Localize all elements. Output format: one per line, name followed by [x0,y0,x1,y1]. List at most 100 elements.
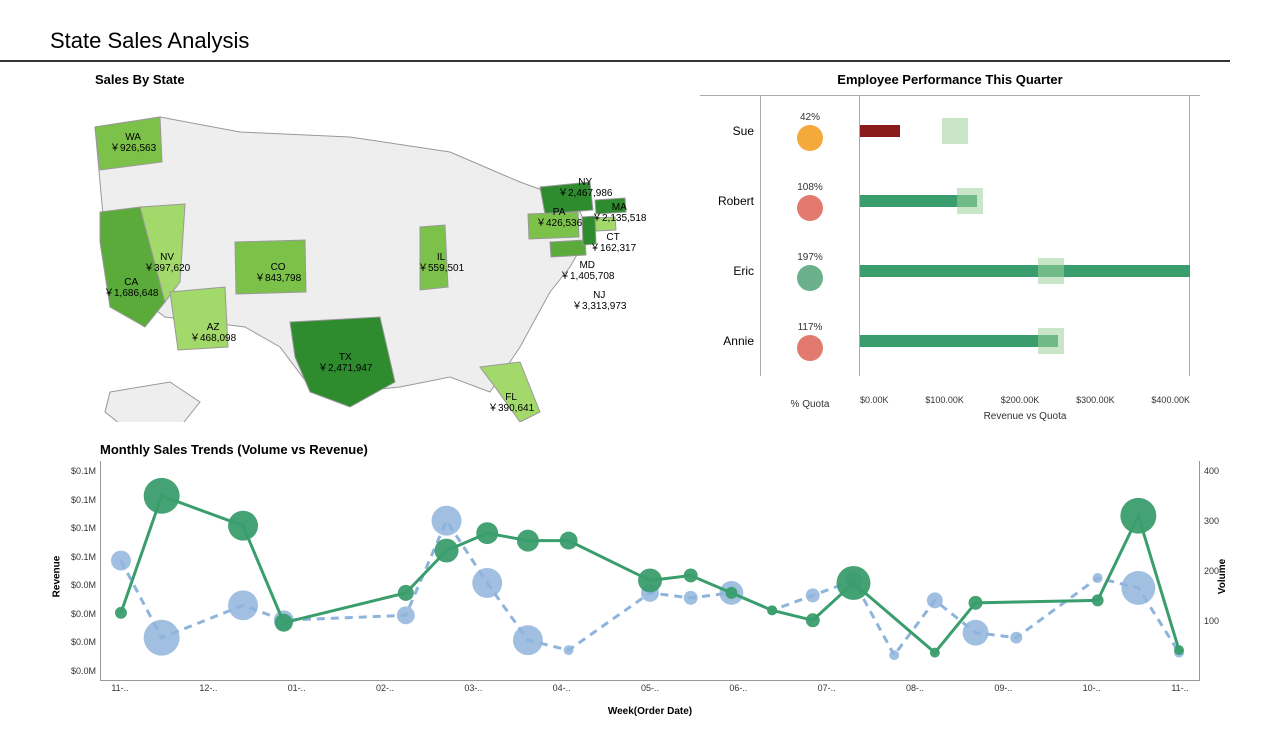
axis-tick: 03-.. [464,683,482,693]
revenue-bar-cell [860,166,1190,236]
quota-indicator-icon [797,125,823,151]
employee-row[interactable]: Sue42% [700,96,1200,166]
employee-row[interactable]: Robert108% [700,166,1200,236]
volume-point[interactable] [927,592,943,608]
volume-point[interactable] [1093,573,1103,583]
volume-point[interactable] [963,620,989,646]
axis-tick: 400 [1204,466,1219,476]
axis-tick: $0.0M [71,580,96,590]
revenue-point[interactable] [435,539,459,563]
revenue-bar [860,125,900,137]
revenue-point[interactable] [1174,645,1184,655]
state-label-NV: NV￥397,620 [144,252,190,274]
revenue-point[interactable] [228,511,258,541]
revenue-point[interactable] [144,478,180,514]
state-label-NJ: NJ￥3,313,973 [572,290,627,312]
map-base [105,382,200,422]
volume-point[interactable] [806,588,820,602]
quota-pct: 42% [800,112,820,123]
quota-cell: 117% [760,306,860,376]
state-label-PA: PA￥426,536 [536,207,582,229]
volume-y-label: Volume [1217,559,1228,594]
state-label-FL: FL￥390,641 [488,392,534,414]
axis-tick: $300.00K [1076,395,1115,405]
revenue-point[interactable] [115,607,127,619]
axis-tick: 100 [1204,616,1219,626]
trends-x-label: Week(Order Date) [608,706,692,717]
axis-tick: 02-.. [376,683,394,693]
axis-tick: 06-.. [729,683,747,693]
axis-tick: 07-.. [818,683,836,693]
state-label-MA: MA￥2,135,518 [592,202,647,224]
axis-tick: $100.00K [925,395,964,405]
quota-marker [957,188,983,214]
volume-point[interactable] [684,591,698,605]
volume-point[interactable] [432,506,462,536]
state-label-NY: NY￥2,467,986 [558,177,613,199]
state-label-WA: WA￥926,563 [110,132,156,154]
revenue-point[interactable] [275,614,293,632]
volume-point[interactable] [397,606,415,624]
volume-point[interactable] [228,590,258,620]
revenue-point[interactable] [560,532,578,550]
trends-x-axis: Week(Order Date) 11-..12-..01-..02-..03-… [100,681,1200,701]
revenue-point[interactable] [969,596,983,610]
state-label-TX: TX￥2,471,947 [318,352,373,374]
volume-point[interactable] [472,568,502,598]
revenue-point[interactable] [1092,594,1104,606]
state-label-CT: CT￥162,317 [590,232,636,254]
axis-tick: 04-.. [553,683,571,693]
employee-title: Employee Performance This Quarter [700,72,1200,87]
state-label-MD: MD￥1,405,708 [560,260,615,282]
axis-tick: $0.0M [71,666,96,676]
revenue-point[interactable] [638,569,662,593]
quota-pct: 117% [798,322,823,333]
revenue-bar-cell [860,96,1190,166]
quota-marker [1038,328,1064,354]
volume-point[interactable] [564,645,574,655]
volume-point[interactable] [513,625,543,655]
axis-tick: $200.00K [1001,395,1040,405]
quota-cell: 197% [760,236,860,306]
quota-cell: 108% [760,166,860,236]
employee-row[interactable]: Eric197% [700,236,1200,306]
volume-point[interactable] [1010,632,1022,644]
revenue-point[interactable] [476,522,498,544]
trends-title: Monthly Sales Trends (Volume vs Revenue) [100,442,1230,457]
trends-chart[interactable] [100,461,1200,681]
axis-tick: $0.0M [71,609,96,619]
revenue-point[interactable] [398,585,414,601]
dashboard: Sales By State WA￥926,563CA￥1,686,648NV￥… [0,62,1280,732]
employee-table: Sue42%Robert108%Eric197%Annie117% [700,95,1200,395]
volume-point[interactable] [889,650,899,660]
axis-tick: 10-.. [1083,683,1101,693]
revenue-point[interactable] [806,613,820,627]
axis-tick: 11-.. [1171,683,1188,693]
state-MD[interactable] [550,240,586,257]
volume-point[interactable] [1121,571,1155,605]
axis-tick: $0.1M [71,466,96,476]
employee-name: Robert [700,194,760,208]
quota-indicator-icon [797,335,823,361]
revenue-point[interactable] [1120,498,1156,534]
revenue-point[interactable] [930,648,940,658]
volume-point[interactable] [111,551,131,571]
revenue-point[interactable] [837,566,871,600]
axis-tick: 08-.. [906,683,924,693]
employee-panel: Employee Performance This Quarter Sue42%… [700,72,1230,432]
revenue-bar [860,265,1190,277]
map-title: Sales By State [95,72,185,87]
quota-pct: 197% [797,252,823,263]
state-label-AZ: AZ￥468,098 [190,322,236,344]
revenue-point[interactable] [725,587,737,599]
revenue-point[interactable] [767,605,777,615]
revenue-point[interactable] [517,530,539,552]
map-panel: Sales By State WA￥926,563CA￥1,686,648NV￥… [50,72,670,432]
employee-row[interactable]: Annie117% [700,306,1200,376]
revenue-bar [860,335,1058,347]
revenue-point[interactable] [684,569,698,583]
axis-tick: 300 [1204,516,1219,526]
quota-marker [942,118,968,144]
volume-point[interactable] [144,620,180,656]
state-label-IL: IL￥559,501 [418,252,464,274]
